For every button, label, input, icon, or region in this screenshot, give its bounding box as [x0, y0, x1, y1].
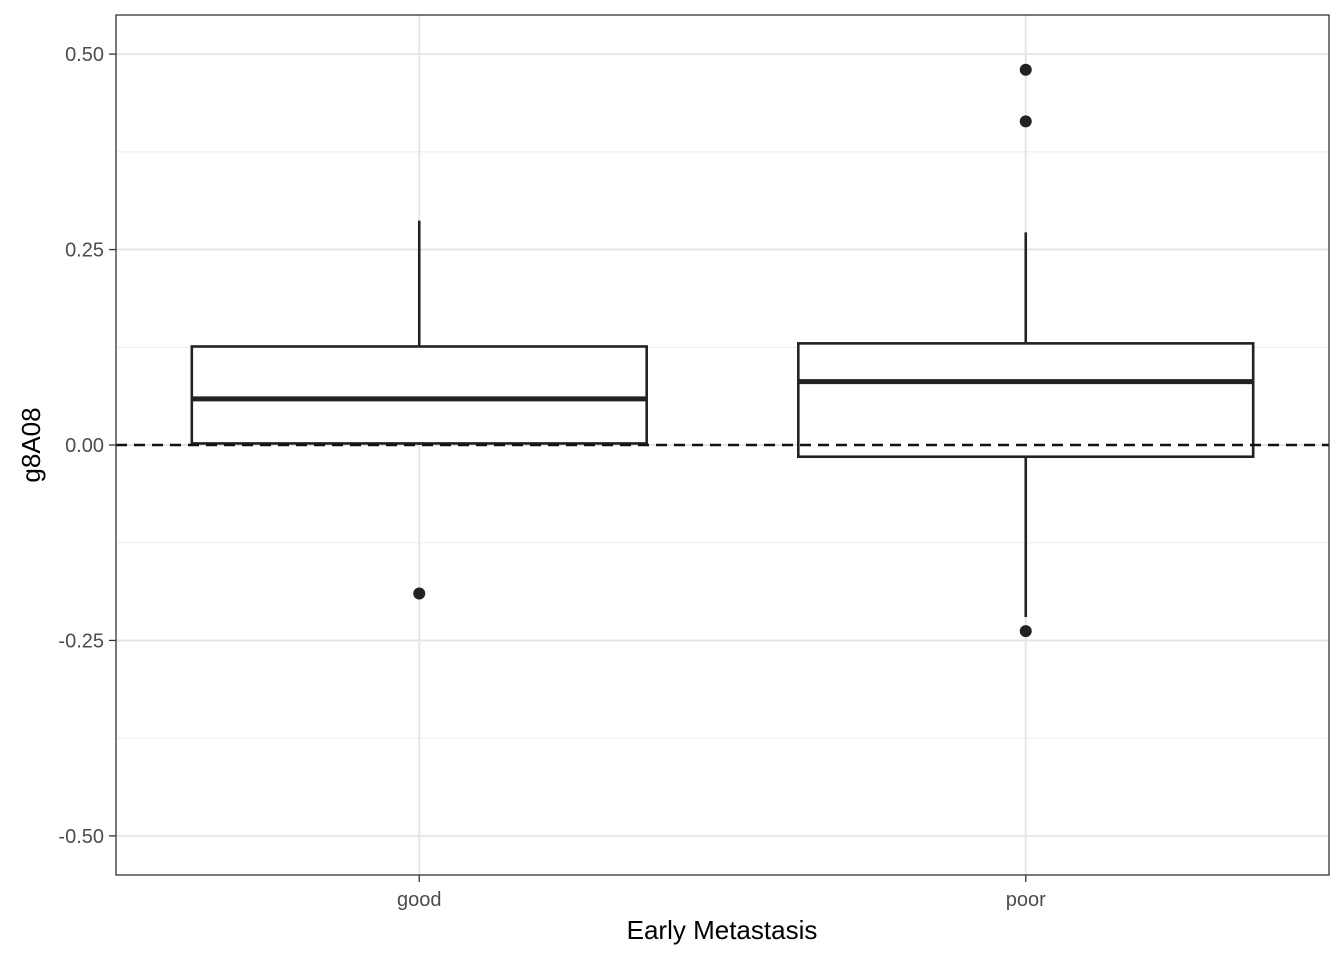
x-axis-title: Early Metastasis	[627, 915, 818, 945]
x-axis: good poor	[397, 875, 1046, 911]
y-tick-label: 0.00	[65, 435, 104, 457]
box-iqr	[190, 345, 648, 445]
y-tick-label: -0.25	[58, 630, 104, 652]
box-iqr	[797, 342, 1255, 459]
y-axis: -0.50 -0.25 0.00 0.25 0.50	[58, 44, 116, 848]
y-axis-title: g8A08	[16, 407, 46, 482]
outlier-point	[1019, 63, 1032, 76]
outlier-point	[1019, 115, 1032, 128]
outlier-point	[1019, 625, 1032, 638]
y-tick-label: -0.50	[58, 826, 104, 848]
plot-border	[115, 14, 1330, 876]
x-tick-label: poor	[1006, 889, 1046, 911]
box-poor	[797, 63, 1255, 638]
box-good	[190, 220, 648, 600]
y-tick-label: 0.50	[65, 44, 104, 66]
x-tick-label: good	[397, 889, 442, 911]
boxes-layer	[190, 63, 1255, 638]
y-tick-label: 0.25	[65, 240, 104, 262]
outlier-point	[413, 587, 426, 600]
